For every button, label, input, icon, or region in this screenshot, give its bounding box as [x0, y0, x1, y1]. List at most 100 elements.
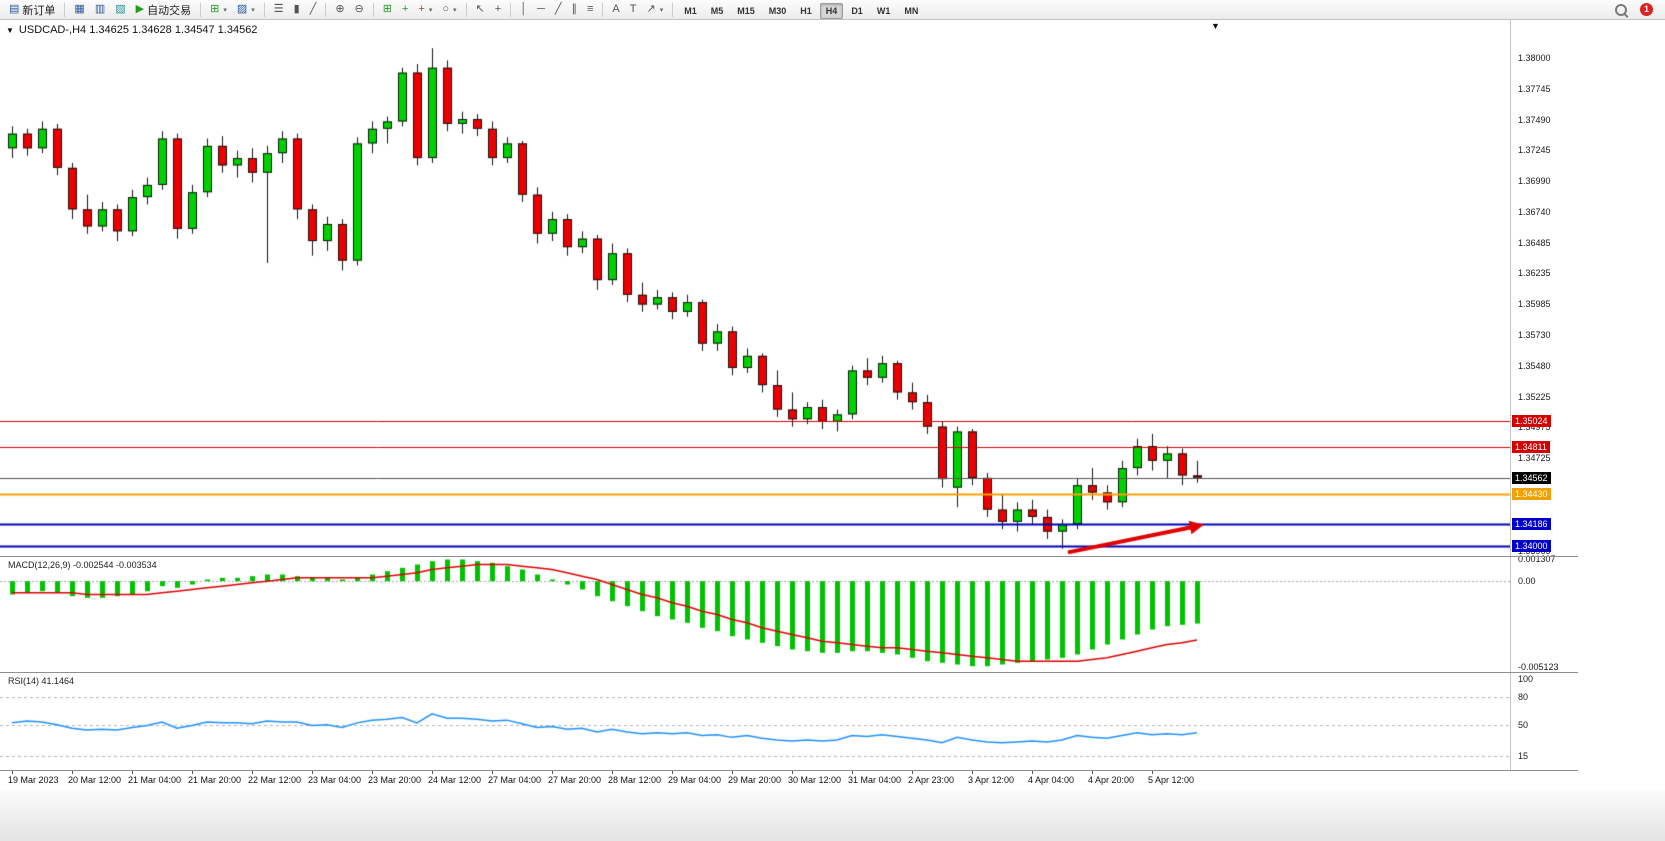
search-icon — [1615, 3, 1627, 16]
timeframe-mn-button[interactable]: MN — [898, 3, 924, 19]
time-tick-mark — [672, 771, 673, 774]
macd-chart-canvas[interactable] — [0, 557, 1510, 672]
auto-trading-button[interactable]: ▶ 自动交易 — [132, 1, 195, 18]
crosshair-icon: + — [494, 3, 502, 15]
search-button[interactable] — [1611, 1, 1631, 18]
toolbar-separator — [325, 2, 327, 17]
candle-chart-button[interactable]: ▮ — [290, 1, 304, 18]
text-button[interactable]: A — [608, 1, 623, 18]
pane-separator[interactable] — [0, 672, 1578, 673]
price-badge: 1.34811 — [1512, 441, 1550, 454]
objects-button[interactable]: + ▾ — [414, 1, 436, 18]
chart-window-icon: ▦ — [74, 3, 85, 15]
time-axis-label: 28 Mar 12:00 — [608, 775, 662, 785]
new-order-label: 新订单 — [22, 4, 56, 17]
profiles-icon: ▨ — [236, 3, 248, 15]
time-axis-label: 5 Apr 12:00 — [1148, 775, 1195, 785]
fibonacci-button[interactable]: ≡ — [583, 1, 597, 18]
timeframe-h4-button[interactable]: H4 — [819, 2, 844, 19]
market-watch-button[interactable]: ▥ — [91, 1, 109, 18]
new-chart-button[interactable]: ⊞ ▾ — [206, 1, 231, 18]
price-tick-label: 1.35985 — [1518, 298, 1551, 309]
objects-icon: + — [418, 3, 425, 15]
timeframe-d1-button[interactable]: D1 — [845, 3, 869, 19]
channel-button[interactable]: ∥ — [567, 1, 581, 18]
line-chart-button[interactable]: ╱ — [306, 1, 321, 18]
time-tick-mark — [432, 771, 433, 774]
price-chart-canvas[interactable] — [0, 36, 1510, 556]
vertical-line-button[interactable]: │ — [516, 1, 531, 18]
time-axis-label: 2 Apr 23:00 — [908, 775, 955, 785]
price-tick-label: 1.34725 — [1518, 452, 1551, 463]
time-tick-mark — [12, 771, 13, 774]
macd-tick-label: 0.00 — [1518, 576, 1536, 587]
trend-line-button[interactable]: ╱ — [551, 1, 566, 18]
price-tick-label: 1.35730 — [1518, 330, 1551, 341]
time-tick-mark — [1092, 771, 1093, 774]
toolbar-separator — [200, 2, 202, 17]
cursor-button[interactable]: ↖ — [472, 1, 489, 18]
price-tick-label: 1.37490 — [1518, 115, 1551, 126]
time-axis-label: 20 Mar 12:00 — [68, 775, 122, 785]
new-order-button[interactable]: ▤ 新订单 — [5, 1, 59, 18]
time-axis-label: 27 Mar 04:00 — [488, 775, 542, 785]
chart-shift-marker[interactable]: ▼ — [1211, 21, 1220, 31]
toolbar-separator — [602, 2, 604, 17]
horizontal-line-icon: ─ — [537, 3, 545, 15]
zoom-out-icon: ⊖ — [354, 3, 364, 15]
timeframe-m30-button[interactable]: M30 — [763, 3, 793, 19]
rsi-chart-canvas[interactable] — [0, 673, 1510, 770]
time-tick-mark — [372, 771, 373, 774]
timeframe-m15-button[interactable]: M15 — [731, 3, 761, 19]
timeframe-m1-button[interactable]: M1 — [678, 3, 703, 19]
time-axis[interactable]: 19 Mar 2023 20 Mar 12:00 21 Mar 04:00 21 Ma… — [0, 771, 1510, 790]
time-tick-mark — [132, 771, 133, 774]
time-axis-label: 21 Mar 04:00 — [128, 775, 182, 785]
zoom-in-button[interactable]: ⊕ — [331, 1, 348, 18]
time-tick-mark — [1032, 771, 1033, 774]
toolbar: ▤ 新订单 ▦ ▥ ▧ ▶ 自动交易 ⊞ ▾ ▨ ▾ ☰ ▮ ╱ ⊕ ⊖ ⊞ + +… — [0, 0, 1665, 20]
channel-icon: ∥ — [571, 3, 577, 15]
price-badge: 1.34562 — [1512, 471, 1551, 484]
arrows-button[interactable]: ↗ ▾ — [642, 1, 667, 18]
price-tick-label: 1.37245 — [1518, 145, 1551, 156]
time-axis-label: 30 Mar 12:00 — [788, 775, 842, 785]
time-tick-mark — [912, 771, 913, 774]
text-label-button[interactable]: T — [626, 1, 641, 18]
time-axis-label: 31 Mar 04:00 — [848, 775, 902, 785]
horizontal-line-button[interactable]: ─ — [533, 1, 549, 18]
timeframe-m5-button[interactable]: M5 — [705, 3, 730, 19]
chevron-down-icon: ▾ — [453, 6, 457, 14]
chart-title: USDCAD-,H4 1.34625 1.34628 1.34547 1.345… — [18, 24, 258, 36]
price-tick-label: 1.34975 — [1518, 422, 1551, 433]
text-icon: A — [612, 3, 620, 15]
vertical-line-icon: │ — [520, 3, 528, 15]
timeframe-h1-button[interactable]: H1 — [794, 3, 818, 19]
time-axis-label: 22 Mar 12:00 — [248, 775, 302, 785]
zoom-out-button[interactable]: ⊖ — [351, 1, 368, 18]
profiles-button[interactable]: ▨ ▾ — [233, 1, 259, 18]
tile-windows-button[interactable]: ⊞ — [379, 1, 396, 18]
auto-trading-icon: ▶ — [135, 3, 145, 15]
chevron-down-icon: ▾ — [428, 6, 433, 14]
crosshair-button[interactable]: + — [491, 1, 505, 18]
fibonacci-icon: ≡ — [586, 3, 594, 15]
toolbar-separator — [64, 2, 66, 17]
rsi-indicator-label: RSI(14) 41.1464 — [8, 676, 75, 686]
notification-badge[interactable]: 1 — [1640, 3, 1653, 16]
pane-separator[interactable] — [0, 556, 1578, 557]
navigator-button[interactable]: ▧ — [111, 1, 129, 18]
timeframe-group: M1 M5 M15 M30 H1 H4 D1 W1 MN — [677, 1, 925, 19]
indicators-button[interactable]: + — [398, 1, 412, 18]
new-order-icon: ▤ — [9, 3, 20, 15]
price-tick-label: 1.35225 — [1518, 391, 1551, 402]
rsi-tick-label: 15 — [1518, 751, 1529, 762]
chart-menu-icon[interactable]: ▼ — [6, 25, 14, 35]
chart-window-button[interactable]: ▦ — [70, 1, 88, 18]
rsi-tick-label: 50 — [1518, 719, 1529, 730]
timeframe-w1-button[interactable]: W1 — [871, 3, 897, 19]
period-button[interactable]: ○ ▾ — [438, 1, 460, 18]
bar-chart-button[interactable]: ☰ — [270, 1, 288, 18]
time-axis-label: 23 Mar 04:00 — [308, 775, 362, 785]
